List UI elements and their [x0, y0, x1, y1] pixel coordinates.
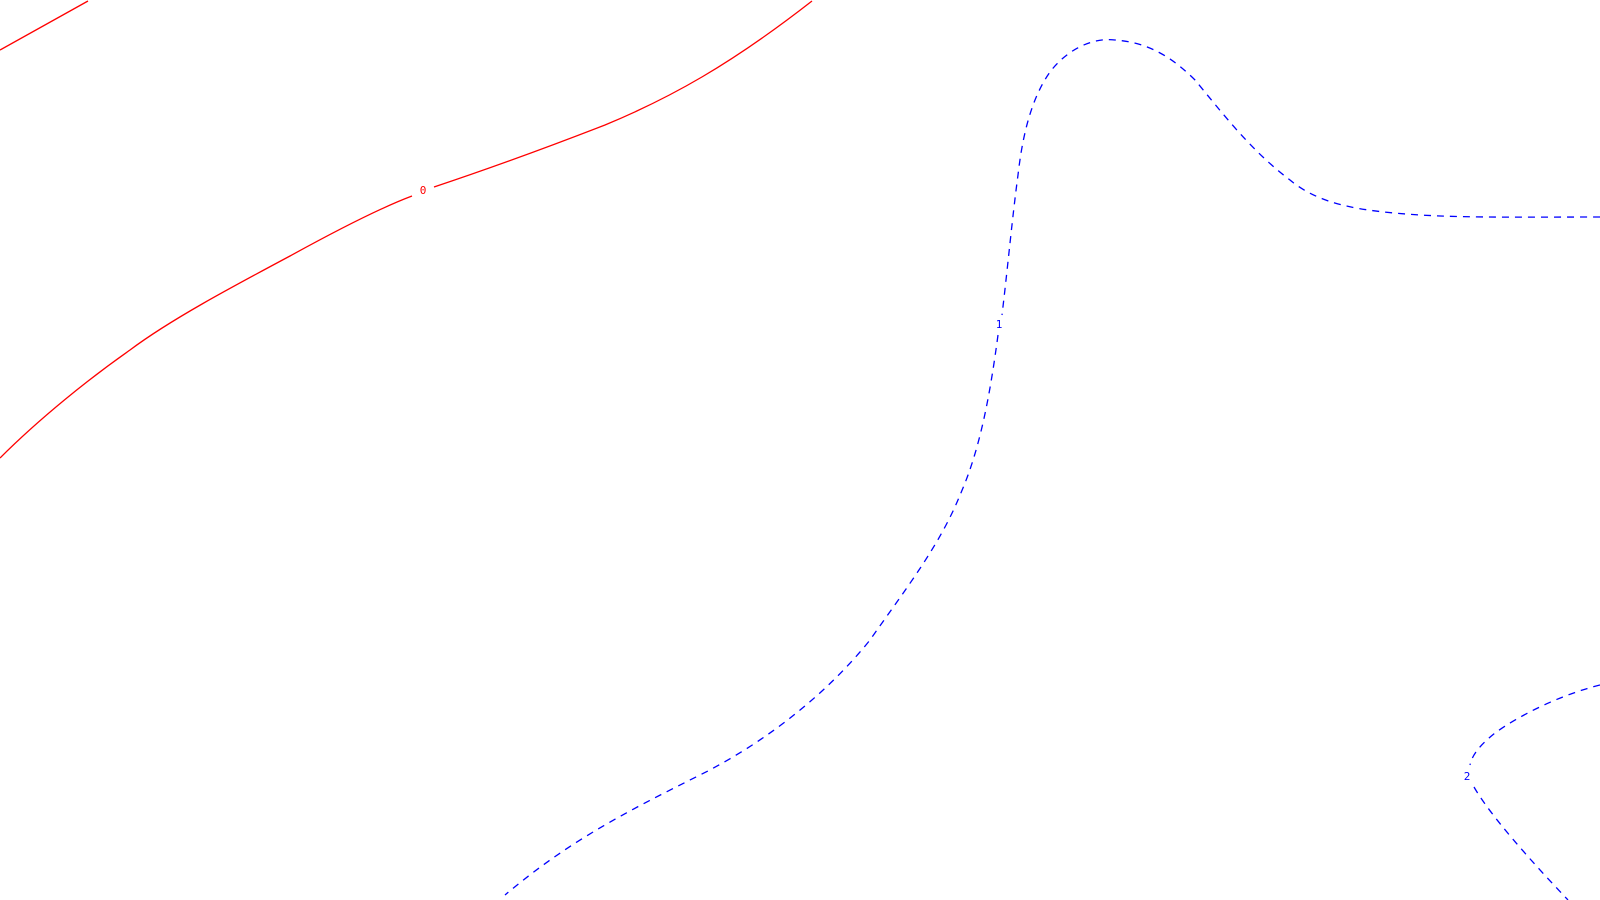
contour-label-level-0: 0	[420, 184, 427, 197]
contour-line-level-0-main-right	[433, 0, 813, 188]
contour-label-level-1: 1	[996, 318, 1003, 331]
contour-line-level-1-lower	[504, 334, 999, 896]
contour-line-level-0-main-left	[0, 195, 413, 459]
contour-label-level-2: 2	[1464, 770, 1471, 783]
contour-line-level-0-upper	[0, 0, 89, 51]
contour-line-level-2-upper	[1469, 684, 1600, 766]
